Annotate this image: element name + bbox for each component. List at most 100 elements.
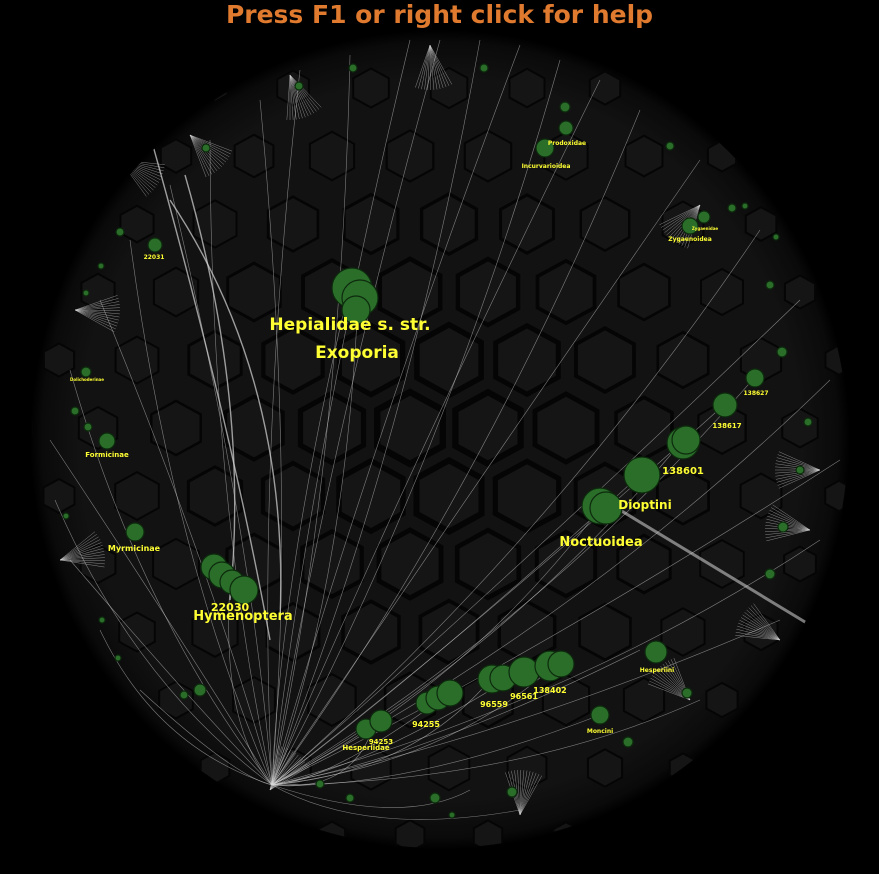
label-noctuoidea[interactable]: Noctuoidea — [559, 535, 642, 550]
taxon-node[interactable] — [341, 295, 371, 325]
edge — [59, 536, 99, 561]
cell — [700, 267, 744, 317]
taxon-node[interactable] — [559, 101, 571, 113]
label-94255[interactable]: 94255 — [412, 720, 440, 729]
taxon-node[interactable] — [82, 289, 90, 297]
label-formicinae[interactable]: Formicinae — [85, 451, 129, 459]
edge — [59, 548, 104, 561]
cell — [579, 196, 631, 252]
taxon-node[interactable] — [448, 811, 456, 819]
taxon-node[interactable] — [772, 233, 780, 241]
taxon-node[interactable] — [777, 521, 789, 533]
cell — [472, 819, 504, 848]
label-incurvarioidea[interactable]: Incurvarioidea — [522, 163, 571, 170]
label-prodoxidae[interactable]: Prodoxidae — [548, 140, 586, 147]
taxon-node[interactable] — [179, 690, 189, 700]
taxon-node[interactable] — [345, 793, 355, 803]
edge — [429, 44, 453, 85]
label-myrmicinae[interactable]: Myrmicinae — [108, 544, 161, 553]
taxon-node[interactable] — [193, 683, 207, 697]
label-96561[interactable]: 96561 — [510, 692, 538, 701]
taxon-node[interactable] — [429, 792, 441, 804]
taxon-node[interactable] — [712, 392, 738, 418]
taxon-node[interactable] — [590, 705, 610, 725]
taxon-node[interactable] — [558, 120, 574, 136]
taxon-node[interactable] — [315, 779, 325, 789]
taxon-node[interactable] — [622, 736, 634, 748]
label-zygaenidae[interactable]: Zygaenidae — [692, 226, 719, 231]
taxon-node[interactable] — [547, 650, 575, 678]
taxon-node[interactable] — [115, 227, 125, 237]
label-dioptini[interactable]: Dioptini — [618, 498, 671, 512]
taxon-node[interactable] — [80, 366, 92, 378]
taxon-node[interactable] — [697, 210, 711, 224]
node-layer[interactable] — [62, 63, 813, 819]
taxon-node[interactable] — [348, 63, 358, 73]
edge — [269, 759, 304, 791]
label-138627[interactable]: 138627 — [743, 390, 768, 397]
label-138402[interactable]: 138402 — [533, 686, 566, 695]
taxon-node[interactable] — [62, 512, 70, 520]
taxon-node[interactable] — [83, 422, 93, 432]
cell — [261, 325, 325, 395]
taxon-node[interactable] — [436, 679, 464, 707]
taxon-node[interactable] — [589, 491, 623, 525]
edge — [289, 74, 312, 115]
label-22030[interactable]: 22030 — [211, 601, 250, 614]
taxon-node[interactable] — [294, 81, 304, 91]
label-zygaenoidea[interactable]: Zygaenoidea — [668, 236, 712, 243]
label-dolichoderinae[interactable]: Dolichoderinae — [70, 377, 104, 382]
taxon-node[interactable] — [741, 202, 749, 210]
taxon-node[interactable] — [623, 456, 661, 494]
taxon-node[interactable] — [369, 709, 393, 733]
taxon-node[interactable] — [98, 616, 106, 624]
taxon-node[interactable] — [776, 346, 788, 358]
label-94253[interactable]: 94253 — [369, 738, 393, 746]
label-hepialidae[interactable]: Hepialidae s. str. — [269, 315, 430, 335]
taxon-node[interactable] — [479, 63, 489, 73]
label-22031[interactable]: 22031 — [144, 254, 165, 261]
taxon-node[interactable] — [795, 465, 805, 475]
taxon-node[interactable] — [644, 640, 668, 664]
taxon-node[interactable] — [764, 568, 776, 580]
taxon-node[interactable] — [681, 217, 699, 235]
label-moncini[interactable]: Moncini — [587, 728, 613, 735]
taxon-node[interactable] — [535, 138, 555, 158]
label-138601[interactable]: 138601 — [662, 466, 704, 477]
taxon-node[interactable] — [803, 417, 813, 427]
edge — [289, 74, 294, 120]
taxon-node[interactable] — [745, 368, 765, 388]
edge — [271, 649, 641, 786]
taxon-node[interactable] — [98, 432, 116, 450]
cell — [233, 133, 275, 179]
taxon-node[interactable] — [765, 280, 775, 290]
taxon-node[interactable] — [97, 262, 105, 270]
label-96559[interactable]: 96559 — [480, 700, 508, 709]
cell — [226, 261, 282, 323]
edge — [519, 771, 534, 816]
label-hymenoptera[interactable]: Hymenoptera — [193, 609, 292, 624]
taxon-node[interactable] — [114, 654, 122, 662]
edge — [59, 539, 101, 561]
edge — [271, 784, 521, 820]
taxon-node[interactable] — [665, 141, 675, 151]
taxon-node[interactable] — [681, 687, 693, 699]
taxon-node[interactable] — [147, 237, 163, 253]
taxon-node[interactable] — [727, 203, 737, 213]
label-hesperiidae[interactable]: Hesperiidae — [342, 744, 390, 752]
taxon-node[interactable] — [201, 143, 211, 153]
taxon-node[interactable] — [508, 656, 540, 688]
taxon-node[interactable] — [506, 786, 518, 798]
edge — [59, 551, 105, 561]
label-hesperiini[interactable]: Hesperiini — [640, 667, 674, 674]
label-exoporia[interactable]: Exoporia — [315, 343, 399, 363]
taxon-node[interactable] — [671, 425, 701, 455]
taxon-node[interactable] — [70, 406, 80, 416]
edge — [59, 559, 105, 568]
taxon-node[interactable] — [229, 575, 259, 605]
label-138617[interactable]: 138617 — [712, 422, 741, 430]
taxon-node[interactable] — [125, 522, 145, 542]
edge — [735, 635, 781, 641]
